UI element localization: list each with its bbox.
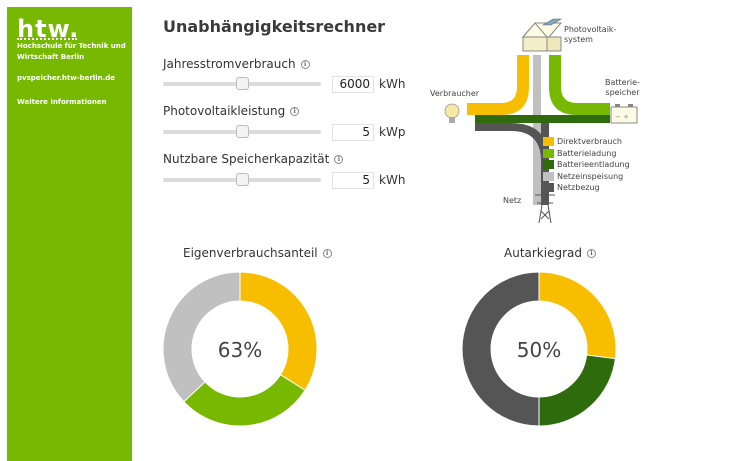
pv-system-label: Photovoltaik- system — [564, 25, 616, 45]
storage-capacity-unit: kWh — [379, 173, 406, 187]
legend-item: Batterieentladung — [543, 159, 630, 170]
pv-power-slider[interactable] — [163, 125, 321, 138]
pv-power-input[interactable]: 5 — [332, 124, 374, 141]
consumption-label-text: Jahresstromverbrauch — [163, 57, 296, 71]
legend-item: Netzbezug — [543, 182, 600, 193]
consumption-unit: kWh — [379, 77, 406, 91]
legend-label: Batterieentladung — [557, 160, 630, 169]
storage-capacity-slider[interactable] — [163, 173, 321, 186]
energy-flow-diagram: − + — [444, 18, 638, 224]
pv-system-label-line1: Photovoltaik- — [564, 25, 617, 34]
donut-segment-batterieentladung[interactable] — [538, 354, 616, 427]
autarky-title-text: Autarkiegrad — [504, 246, 582, 260]
legend-item: Direktverbrauch — [543, 136, 622, 147]
consumption-slider-thumb[interactable] — [235, 77, 249, 90]
direct-consumption-flow — [467, 55, 529, 115]
legend-swatch — [543, 160, 554, 169]
svg-text:− +: − + — [615, 113, 629, 121]
donut-segment-direktverbrauch[interactable] — [239, 271, 318, 391]
pv-power-unit: kWp — [379, 125, 406, 139]
legend-label: Netzbezug — [557, 183, 600, 192]
storage-capacity-input[interactable]: 5 — [332, 172, 374, 189]
legend-item: Batterieladung — [543, 148, 617, 159]
pv-system-label-line2: system — [564, 35, 593, 44]
htw-logo[interactable]: htw. — [17, 15, 80, 43]
self-consumption-donut-chart — [162, 271, 318, 427]
pv-power-label-text: Photovoltaikleistung — [163, 104, 286, 118]
battery-label-line2: speicher — [605, 88, 640, 97]
legend-swatch — [543, 172, 554, 181]
autarky-donut-chart — [461, 271, 617, 427]
pv-power-label: Photovoltaikleistung i — [163, 104, 300, 118]
info-icon[interactable]: i — [587, 249, 596, 258]
more-info-link[interactable]: Weitere Informationen — [17, 98, 107, 106]
self-consumption-value: 63% — [217, 338, 263, 362]
grid-to-consumer-flow — [475, 123, 549, 205]
sidebar: htw. Hochschule für Technik und Wirtscha… — [7, 7, 132, 461]
autarky-value: 50% — [516, 338, 562, 362]
battery-icon: − + — [610, 104, 638, 124]
power-pylon-icon — [535, 186, 555, 224]
battery-label: Batterie- speicher — [605, 78, 640, 98]
donut-segment-netzbezug[interactable] — [461, 271, 540, 427]
consumer-label: Verbraucher — [430, 89, 480, 98]
self-consumption-title: Eigenverbrauchsanteil i — [183, 246, 332, 260]
info-icon[interactable]: i — [290, 107, 300, 116]
legend-swatch — [543, 183, 554, 192]
legend-label: Netzeinspeisung — [557, 172, 624, 181]
autarky-title: Autarkiegrad i — [504, 246, 596, 260]
storage-capacity-label: Nutzbare Speicherkapazität i — [163, 152, 344, 166]
house-solar-icon — [521, 18, 563, 52]
grid-label: Netz — [503, 196, 522, 205]
website-link[interactable]: pvspeicher.htw-berlin.de — [17, 74, 116, 82]
info-icon[interactable]: i — [334, 155, 344, 164]
legend-label: Direktverbrauch — [557, 137, 622, 146]
consumption-label: Jahresstromverbrauch i — [163, 57, 310, 71]
battery-charge-flow — [549, 55, 610, 115]
storage-capacity-label-text: Nutzbare Speicherkapazität — [163, 152, 330, 166]
info-icon[interactable]: i — [322, 249, 332, 258]
battery-discharge-flow — [475, 115, 610, 123]
legend-item: Netzeinspeisung — [543, 171, 624, 182]
consumption-slider[interactable] — [163, 77, 321, 90]
legend-swatch — [543, 149, 554, 158]
logo-underline — [17, 37, 77, 40]
lightbulb-icon — [444, 103, 460, 123]
storage-capacity-slider-thumb[interactable] — [235, 173, 249, 186]
legend-label: Batterieladung — [557, 149, 617, 158]
legend-swatch — [543, 137, 554, 146]
grid-feed-in-flow — [533, 55, 541, 205]
battery-label-line1: Batterie- — [605, 78, 640, 87]
pv-power-slider-thumb[interactable] — [235, 125, 249, 138]
consumption-input[interactable]: 6000 — [332, 76, 374, 93]
page-title: Unabhängigkeitsrechner — [163, 17, 386, 36]
school-name: Hochschule für Technik und Wirtschaft Be… — [17, 42, 126, 61]
donut-segment-netzeinspeisung[interactable] — [162, 271, 241, 403]
info-icon[interactable]: i — [300, 60, 310, 69]
self-consumption-title-text: Eigenverbrauchsanteil — [183, 246, 318, 260]
